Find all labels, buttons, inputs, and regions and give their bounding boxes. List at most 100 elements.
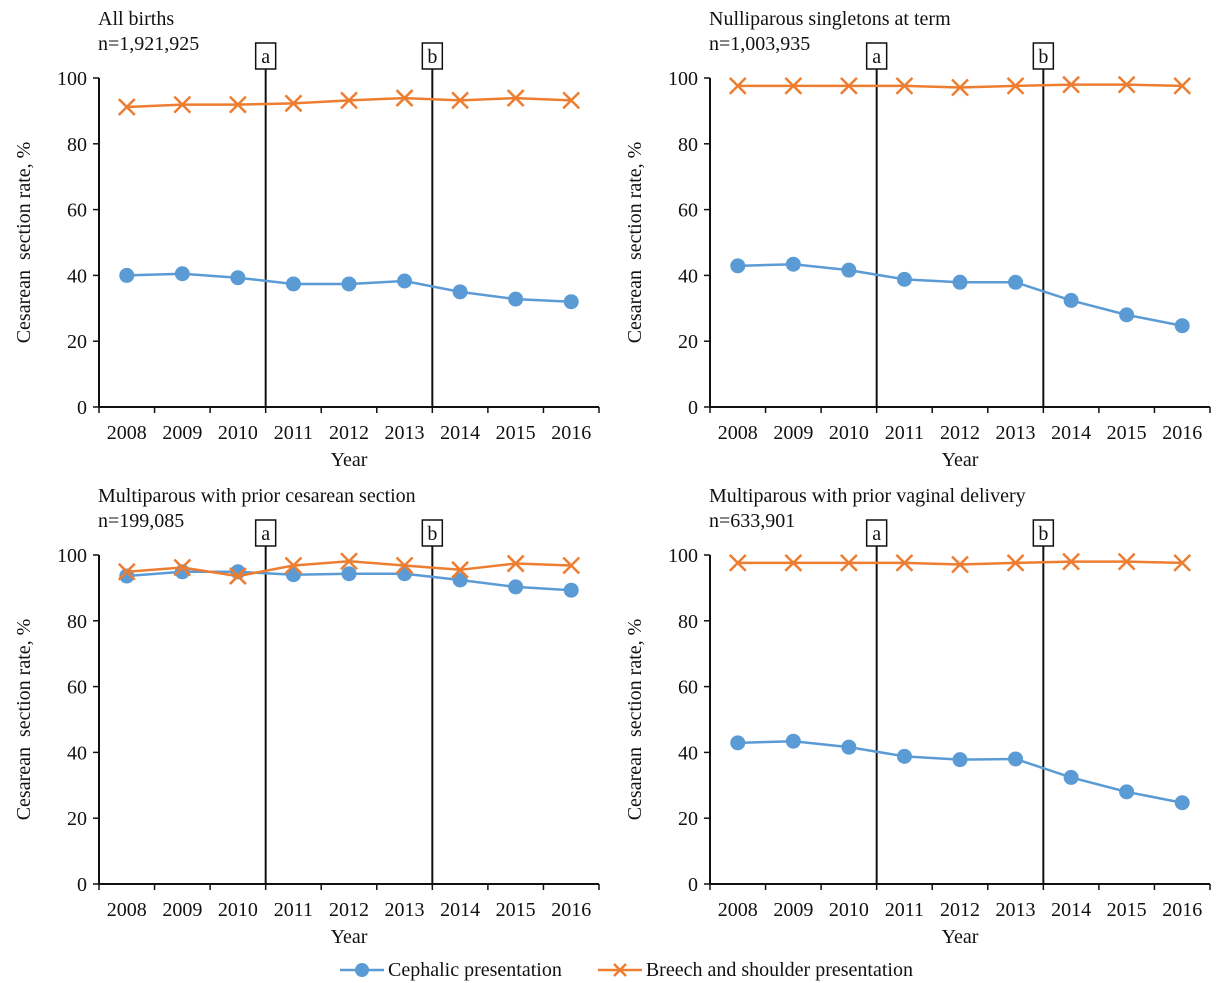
data-point-cephalic: [174, 266, 190, 282]
y-tick-label: 0: [77, 874, 87, 896]
data-point-breech: [895, 554, 914, 572]
data-point-cephalic: [1119, 307, 1135, 323]
y-tick-label: 20: [678, 331, 698, 353]
data-point-cephalic: [397, 273, 413, 289]
data-point-cephalic: [952, 274, 968, 290]
data-point-cephalic: [508, 291, 524, 307]
data-point-breech: [1173, 77, 1192, 95]
data-point-cephalic: [730, 258, 746, 274]
annotation-box-b: [1032, 42, 1055, 70]
y-tick-label: 40: [678, 265, 698, 287]
data-point-breech: [728, 77, 747, 95]
y-tick-label: 20: [67, 331, 87, 353]
y-tick-label: 100: [57, 545, 87, 567]
y-tick-label: 80: [678, 134, 698, 156]
x-tick-label: 2015: [496, 422, 536, 444]
x-axis-title: Year: [331, 926, 368, 948]
panel-title: Multiparous with prior cesarean section: [98, 485, 416, 507]
data-point-cephalic: [397, 566, 413, 582]
legend-label-cephalic: Cephalic presentation: [388, 958, 562, 981]
x-tick-label: 2010: [829, 422, 869, 444]
data-point-cephalic: [341, 276, 357, 292]
data-point-breech: [1006, 77, 1025, 95]
x-tick-label: 2015: [1107, 422, 1147, 444]
y-tick-label: 0: [688, 874, 698, 896]
panel-title: All births: [98, 8, 174, 30]
x-tick-label: 2011: [274, 422, 313, 444]
y-axis-title: Cesarean section rate, %: [624, 142, 646, 344]
annotation-box-a: [865, 519, 888, 547]
x-tick-label: 2012: [329, 422, 369, 444]
data-point-breech: [784, 554, 803, 572]
data-point-breech: [1006, 554, 1025, 572]
annotation-label-a: a: [872, 46, 881, 68]
data-point-breech: [951, 78, 969, 97]
data-point-breech: [117, 562, 136, 581]
y-tick-label: 80: [678, 611, 698, 633]
x-tick-label: 2012: [940, 899, 980, 921]
annotation-label-a: a: [872, 523, 881, 545]
annotation-label-b: b: [1038, 46, 1048, 68]
y-tick-label: 60: [678, 200, 698, 222]
annotation-label-a: a: [261, 523, 270, 545]
panel-nulliparous-singletons: Nulliparous singletons at term n=1,003,93…: [624, 8, 1211, 471]
x-tick-label: 2013: [385, 422, 425, 444]
y-tick-label: 60: [67, 200, 87, 222]
x-tick-label: 2008: [107, 899, 147, 921]
panel-multiparous-prior-cesarean: Multiparous with prior cesarean section n…: [13, 485, 600, 948]
legend-swatch-cephalic: [340, 963, 384, 977]
legend-swatch-breech: [597, 963, 642, 977]
data-point-breech: [1062, 75, 1080, 94]
panel-multiparous-prior-vaginal: Multiparous with prior vaginal delivery n…: [624, 485, 1211, 948]
x-tick-label: 2014: [1051, 899, 1091, 921]
x-tick-label: 2012: [329, 899, 369, 921]
x-tick-label: 2016: [551, 899, 591, 921]
panel-title: Nulliparous singletons at term: [709, 8, 951, 30]
annotation-label-b: b: [427, 523, 437, 545]
data-point-breech: [1062, 552, 1080, 571]
data-point-breech: [895, 77, 914, 95]
data-point-cephalic: [341, 566, 357, 582]
data-point-breech: [340, 91, 358, 110]
data-point-cephalic: [285, 276, 301, 292]
x-tick-label: 2016: [551, 422, 591, 444]
data-point-cephalic: [452, 572, 468, 588]
data-point-breech: [395, 89, 414, 107]
y-tick-label: 100: [668, 68, 698, 90]
panel-sample-size: n=633,901: [709, 510, 795, 532]
x-axis-title: Year: [942, 926, 979, 948]
legend-item-breech: Breech and shoulder presentation: [597, 959, 913, 982]
data-point-cephalic: [1063, 292, 1079, 308]
y-axis-title: Cesarean section rate, %: [13, 142, 35, 344]
data-point-cephalic: [1063, 769, 1079, 785]
x-tick-label: 2009: [773, 899, 813, 921]
y-tick-label: 80: [67, 611, 87, 633]
data-point-breech: [784, 77, 803, 95]
legend: Cephalic presentation Breech and shoulde…: [340, 957, 949, 983]
x-tick-label: 2014: [440, 422, 480, 444]
x-tick-label: 2014: [1051, 422, 1091, 444]
annotation-box-b: [421, 42, 444, 70]
data-point-breech: [395, 556, 414, 575]
data-point-breech: [284, 556, 303, 575]
data-point-cephalic: [841, 262, 857, 278]
data-point-breech: [340, 552, 358, 571]
series-line-cephalic: [737, 262, 1183, 327]
x-tick-label: 2013: [996, 899, 1036, 921]
x-tick-label: 2014: [440, 899, 480, 921]
annotation-label-b: b: [427, 46, 437, 68]
annotation-box-a: [254, 42, 277, 70]
y-tick-label: 40: [67, 742, 87, 764]
x-tick-label: 2009: [162, 422, 202, 444]
x-axis-title: Year: [942, 449, 979, 471]
panel-sample-size: n=199,085: [98, 510, 184, 532]
data-point-breech: [229, 567, 247, 585]
series-line-cephalic: [737, 739, 1183, 804]
annotation-box-a: [254, 519, 277, 547]
data-point-breech: [562, 556, 581, 575]
data-point-cephalic: [730, 735, 746, 751]
x-tick-label: 2010: [218, 422, 258, 444]
data-point-breech: [506, 554, 525, 573]
data-point-cephalic: [119, 267, 135, 283]
